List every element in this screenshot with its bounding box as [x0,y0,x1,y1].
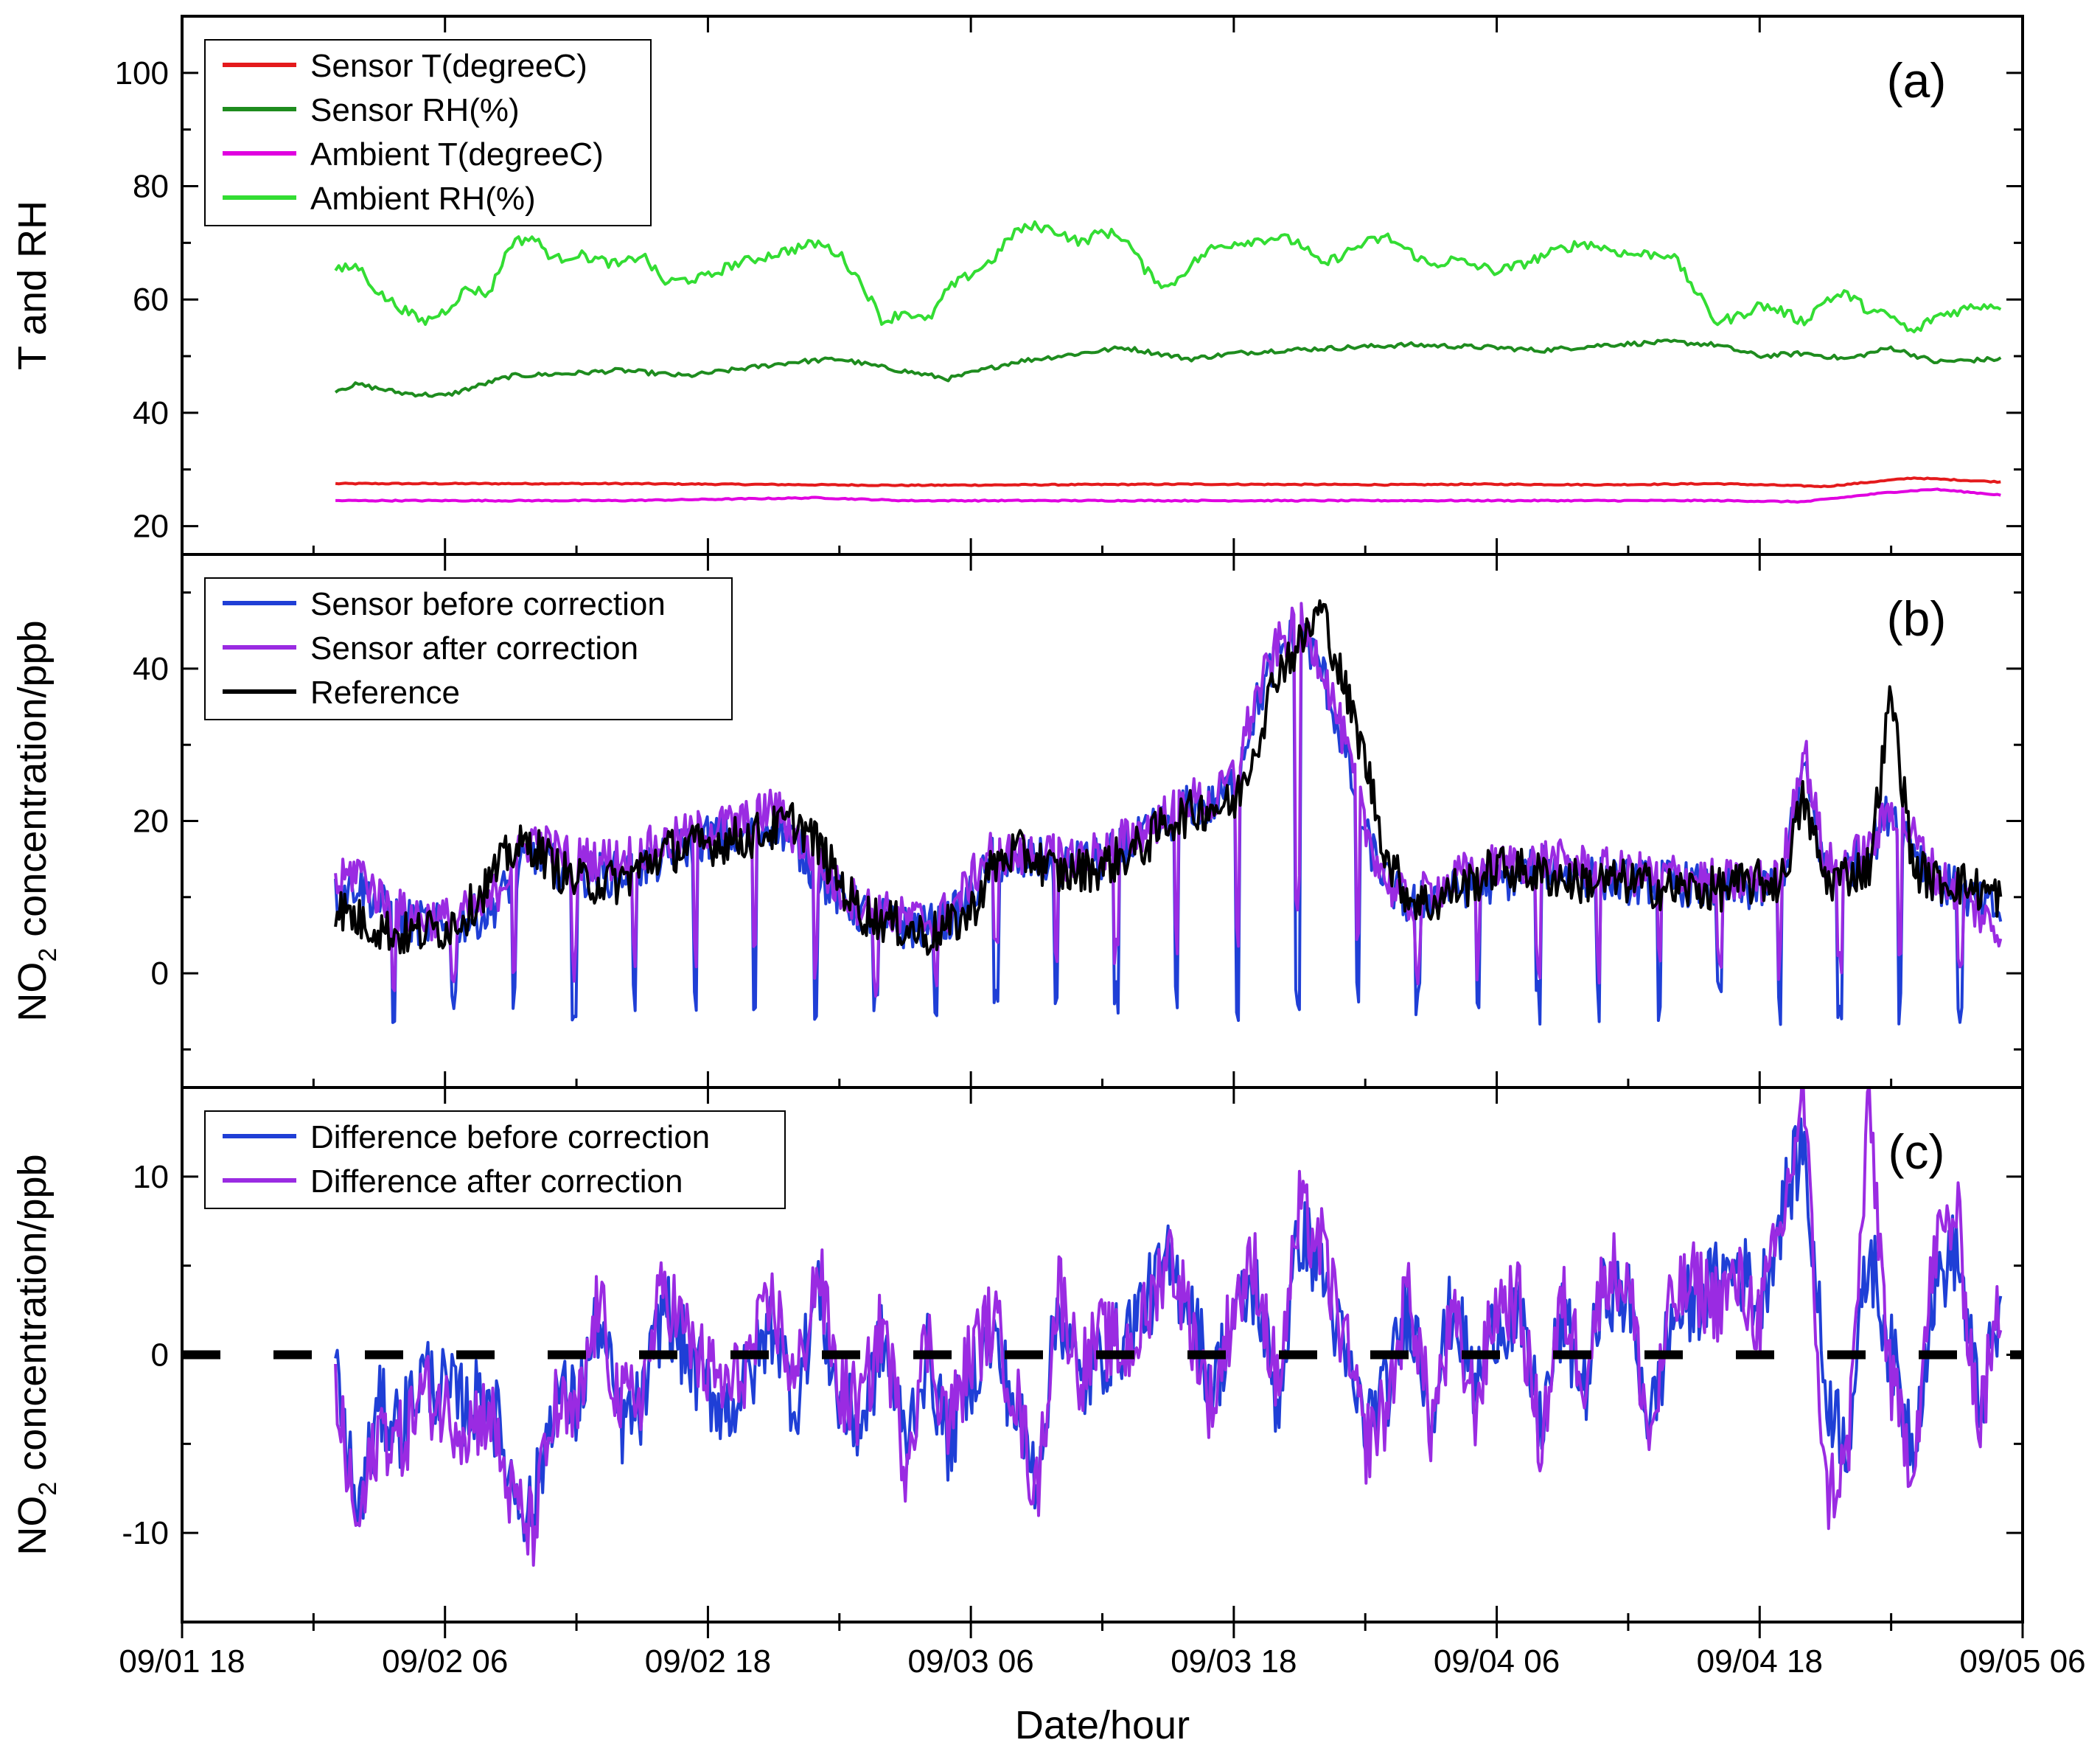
y-axis-label: T and RH [10,201,55,370]
series-line [334,338,2002,398]
y-tick-label: 0 [151,1337,169,1374]
legend-label: Reference [310,675,460,711]
series-group [334,220,2002,504]
x-tick-label: 09/05 06 [1959,1643,2085,1680]
y-tick-label: 40 [133,651,169,687]
panel-1: 20 40 60 80 100 T and RH Sensor T(degreeC) Sens… [10,15,2024,556]
legend-label: Ambient T(degreeC) [310,136,604,173]
y-tick-label: 0 [151,956,169,992]
y-tick-label: 80 [133,169,169,205]
legend-label: Sensor T(degreeC) [310,48,587,84]
series-group [334,599,2003,1026]
series-line [334,599,2003,956]
legend-box [204,1110,786,1209]
y-axis-label: NO2 concentration/ppb [10,1154,62,1555]
series-line [334,1087,2003,1567]
legend-label: Sensor after correction [310,630,638,667]
legend-label: Difference after correction [310,1163,683,1200]
y-tick-label: 20 [133,509,169,545]
x-tick-label: 09/01 18 [119,1643,245,1680]
legend-label: Sensor RH(%) [310,92,520,128]
series-group [182,1087,2023,1567]
panel-2: 0 20 40 NO2 concentration/ppb Sensor before … [10,553,2024,1089]
y-tick-label: -10 [122,1515,169,1551]
legend-label: Ambient RH(%) [310,181,536,217]
panel-label: (b) [1887,591,1947,646]
y-tick-label: 100 [115,55,169,91]
x-tick-label: 09/03 18 [1171,1643,1297,1680]
legend-label: Difference before correction [310,1119,710,1155]
y-tick-label: 20 [133,804,169,840]
series-line [335,487,2001,504]
panel-label: (c) [1888,1124,1945,1179]
x-tick-label: 09/03 06 [908,1643,1034,1680]
y-tick-label: 60 [133,282,169,318]
x-tick-label: 09/04 06 [1434,1643,1560,1680]
series-line [335,476,2001,489]
x-tick-label: 09/02 18 [645,1643,771,1680]
x-axis: 09/01 18 09/02 06 09/02 18 09/03 06 09/03 18… [119,16,2086,1747]
y-axis-label: NO2 concentration/ppb [10,620,62,1021]
y-tick-label: 10 [133,1159,169,1195]
panel-3: -10 0 10 NO2 concentration/ppb Difference be… [10,1086,2024,1624]
x-axis-label: Date/hour [1015,1703,1190,1747]
legend-box [204,39,652,226]
panel-label: (a) [1887,53,1947,108]
legend-label: Sensor before correction [310,586,666,622]
x-tick-label: 09/04 18 [1697,1643,1823,1680]
series-line [334,1117,2003,1542]
y-tick-label: 40 [133,395,169,431]
x-tick-label: 09/02 06 [382,1643,508,1680]
series-line [334,220,2002,334]
